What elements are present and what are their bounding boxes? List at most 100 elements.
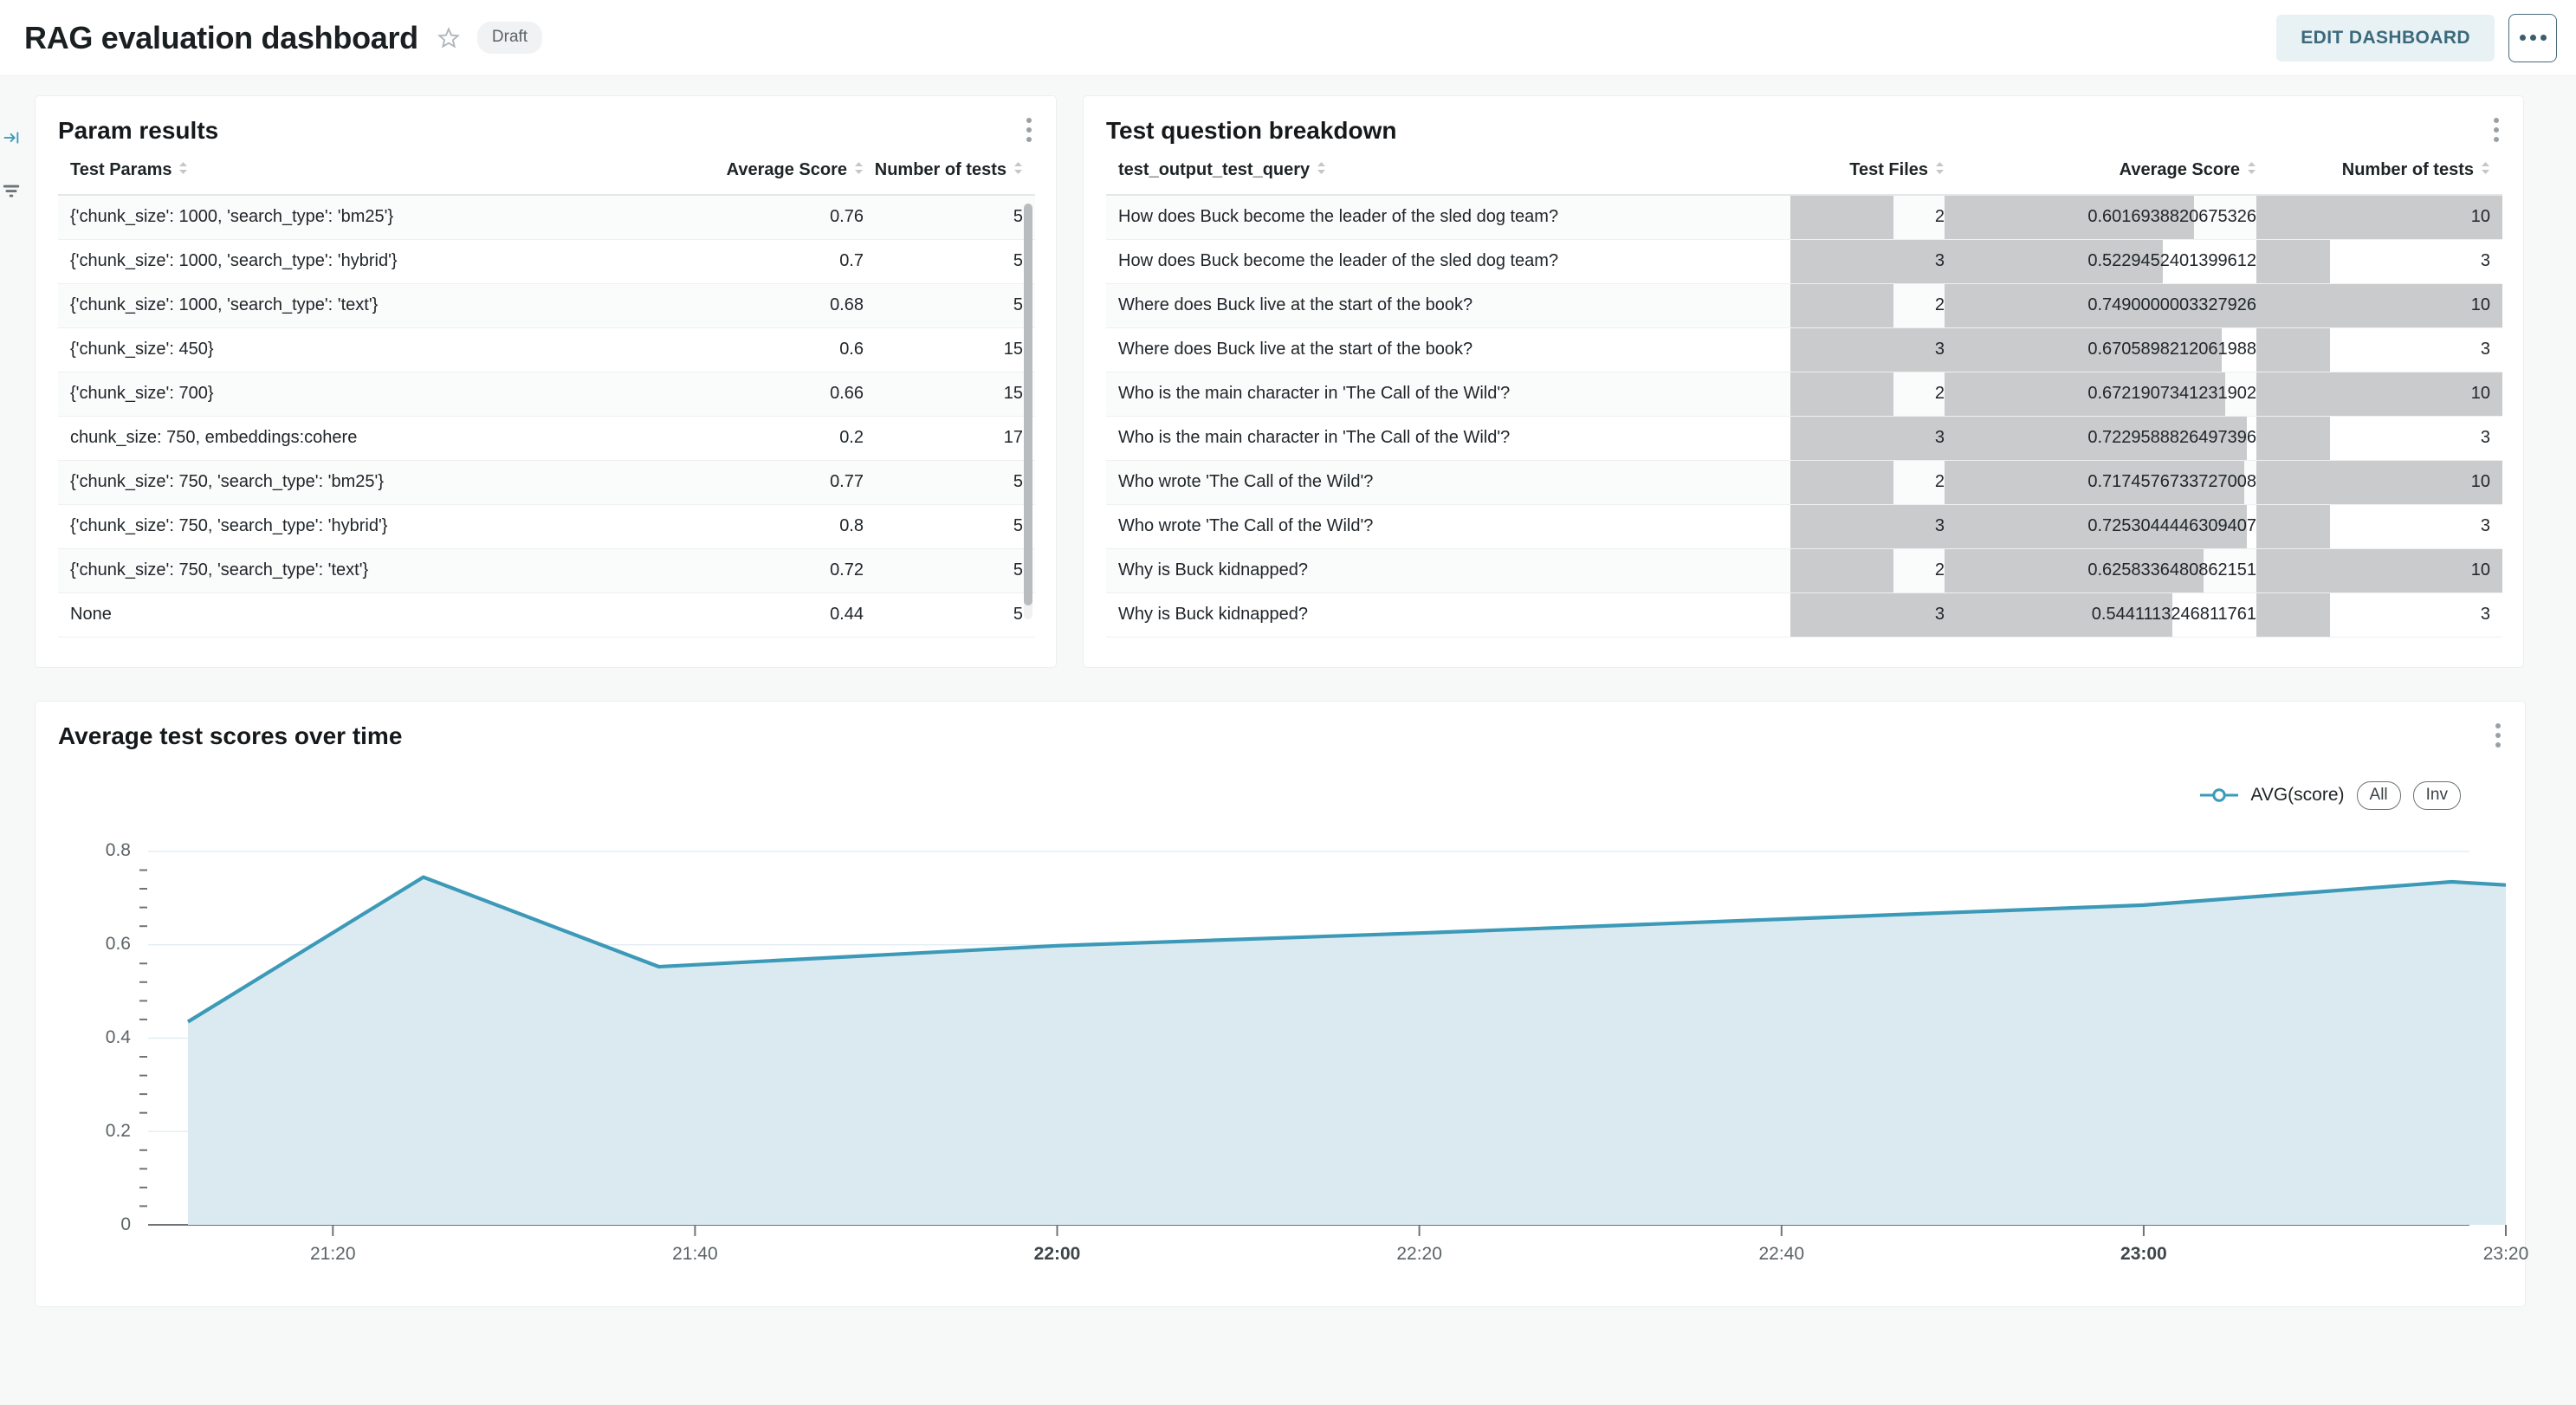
x-axis-tick-label: 23:00	[2120, 1243, 2167, 1264]
cell-bar-number-of-tests	[2256, 548, 2502, 592]
table-row[interactable]: {'chunk_size': 450} 0.6 15	[58, 327, 1035, 372]
column-header-test-query[interactable]: test_output_test_query	[1106, 160, 1790, 196]
table-row[interactable]: chunk_size: 750, embeddings:cohere 0.2 17	[58, 416, 1035, 461]
param-results-scrollbar[interactable]	[1024, 204, 1032, 619]
cell-value: Why is Buck kidnapped?	[1118, 605, 1309, 624]
table-row[interactable]: {'chunk_size': 750, 'search_type': 'bm25…	[58, 460, 1035, 505]
sort-toggle-icon[interactable]	[2481, 160, 2490, 180]
top-bar-actions: EDIT DASHBOARD	[2276, 13, 2557, 62]
cell-bar-test-files	[1790, 460, 1894, 503]
cell-value: Who wrote 'The Call of the Wild'?	[1118, 516, 1374, 535]
table-row[interactable]: {'chunk_size': 700} 0.66 15	[58, 372, 1035, 417]
table-row[interactable]: Where does Buck live at the start of the…	[1106, 327, 2502, 372]
dashboard-body: Param results Test Params	[0, 76, 2576, 1307]
cell-bar-number-of-tests	[2256, 283, 2502, 327]
table-row[interactable]: {'chunk_size': 1000, 'search_type': 'hyb…	[58, 239, 1035, 284]
table-row[interactable]: {'chunk_size': 1000, 'search_type': 'bm2…	[58, 195, 1035, 240]
cell-value: 0.8	[839, 516, 864, 535]
table-row[interactable]: Who wrote 'The Call of the Wild'? 2 0.7174…	[1106, 460, 2502, 505]
sort-toggle-icon[interactable]	[854, 160, 864, 180]
param-results-header: Param results	[36, 96, 1056, 160]
cell-number-of-tests: 10	[2256, 548, 2502, 593]
dot-1	[2495, 722, 2501, 728]
filter-icon[interactable]	[2, 181, 21, 204]
column-header-test-files[interactable]: Test Files	[1790, 160, 1945, 196]
sort-toggle-icon[interactable]	[1317, 160, 1326, 180]
edit-dashboard-button[interactable]: EDIT DASHBOARD	[2276, 14, 2495, 62]
cell-value: Where does Buck live at the start of the…	[1118, 295, 1473, 314]
table-row[interactable]: Where does Buck live at the start of the…	[1106, 283, 2502, 328]
dot-2	[2495, 732, 2501, 738]
table-row[interactable]: Why is Buck kidnapped? 3 0.544111324681176…	[1106, 592, 2502, 638]
cell-test-files: 3	[1790, 416, 1945, 461]
cell-bar-number-of-tests	[2256, 372, 2502, 415]
cell-value: Why is Buck kidnapped?	[1118, 560, 1309, 579]
table-row[interactable]: None 0.44 5	[58, 592, 1035, 638]
cell-average-score: 0.5229452401399612	[1945, 239, 2256, 284]
cell-value: 2	[1934, 560, 1945, 579]
cell-value: {'chunk_size': 750, 'search_type': 'hybr…	[70, 516, 388, 535]
cell-test-query: Who is the main character in 'The Call o…	[1106, 416, 1790, 461]
cell-test-files: 3	[1790, 592, 1945, 638]
table-row[interactable]: How does Buck become the leader of the s…	[1106, 239, 2502, 284]
cell-value: 0.5441113246811761	[2091, 605, 2256, 624]
cell-value: 0.2	[839, 428, 864, 447]
legend-inv-button[interactable]: Inv	[2412, 780, 2461, 810]
favorite-star-icon[interactable]	[436, 25, 462, 51]
cell-average-score: 0.77	[595, 460, 864, 505]
cell-test-files: 2	[1790, 548, 1945, 593]
cell-test-files: 2	[1790, 195, 1945, 240]
cell-number-of-tests: 5	[864, 283, 1035, 328]
scrollbar-thumb[interactable]	[1024, 204, 1032, 605]
cell-value: {'chunk_size': 1000, 'search_type': 'hyb…	[70, 251, 398, 270]
sort-toggle-icon[interactable]	[2247, 160, 2256, 180]
cell-bar-test-files	[1790, 592, 1945, 636]
dot-3	[2495, 741, 2501, 748]
table-row[interactable]: Who is the main character in 'The Call o…	[1106, 416, 2502, 461]
chart-menu-icon[interactable]	[2487, 721, 2509, 750]
table-row[interactable]: {'chunk_size': 750, 'search_type': 'text…	[58, 548, 1035, 593]
breakdown-title: Test question breakdown	[1106, 117, 1397, 144]
sort-toggle-icon[interactable]	[1013, 160, 1023, 180]
y-axis-tick-label: 0.8	[105, 840, 131, 861]
column-label: Average Score	[726, 160, 847, 179]
cell-value: 5	[1013, 605, 1023, 624]
table-row[interactable]: Who wrote 'The Call of the Wild'? 3 0.7253…	[1106, 504, 2502, 549]
column-header-average-score[interactable]: Average Score	[1945, 160, 2256, 196]
table-row[interactable]: Why is Buck kidnapped? 2 0.625833648086215…	[1106, 548, 2502, 593]
cell-value: 3	[1934, 605, 1945, 624]
column-header-average-score[interactable]: Average Score	[595, 160, 864, 196]
column-label: Test Params	[70, 160, 172, 179]
table-row[interactable]: {'chunk_size': 1000, 'search_type': 'tex…	[58, 283, 1035, 328]
breakdown-menu-icon[interactable]	[2485, 115, 2508, 145]
cell-number-of-tests: 15	[864, 372, 1035, 417]
column-header-number-of-tests[interactable]: Number of tests	[2256, 160, 2502, 196]
column-header-number-of-tests[interactable]: Number of tests	[864, 160, 1035, 196]
cell-value: Who is the main character in 'The Call o…	[1118, 384, 1511, 403]
chart-header: Average test scores over time	[36, 702, 2525, 766]
column-label: Number of tests	[874, 160, 1006, 179]
sort-toggle-icon[interactable]	[178, 160, 188, 180]
expand-sidebar-icon[interactable]	[2, 128, 21, 152]
param-results-menu-icon[interactable]	[1018, 115, 1040, 145]
cell-value: 3	[1934, 340, 1945, 359]
cell-bar-average-score	[1945, 372, 2225, 415]
sort-toggle-icon[interactable]	[1935, 160, 1945, 180]
table-row[interactable]: How does Buck become the leader of the s…	[1106, 195, 2502, 240]
cell-bar-test-files	[1790, 548, 1894, 592]
chart-line-avg-score[interactable]	[186, 875, 2507, 1023]
cell-average-score: 0.72	[595, 548, 864, 593]
cell-test-params: {'chunk_size': 750, 'search_type': 'bm25…	[58, 460, 595, 505]
table-row[interactable]: Who is the main character in 'The Call o…	[1106, 372, 2502, 417]
legend-all-button[interactable]: All	[2356, 780, 2401, 810]
cell-value: How does Buck become the leader of the s…	[1118, 251, 1559, 270]
cell-bar-number-of-tests	[2256, 504, 2331, 547]
cell-average-score: 0.7253044446309407	[1945, 504, 2256, 549]
more-options-button[interactable]	[2508, 13, 2557, 62]
cell-test-query: Where does Buck live at the start of the…	[1106, 283, 1790, 328]
column-header-test-params[interactable]: Test Params	[58, 160, 595, 196]
chart-area-fill	[188, 877, 2506, 1225]
cell-value: 2	[1934, 384, 1945, 403]
table-row[interactable]: {'chunk_size': 750, 'search_type': 'hybr…	[58, 504, 1035, 549]
cell-value: 5	[1013, 207, 1023, 227]
